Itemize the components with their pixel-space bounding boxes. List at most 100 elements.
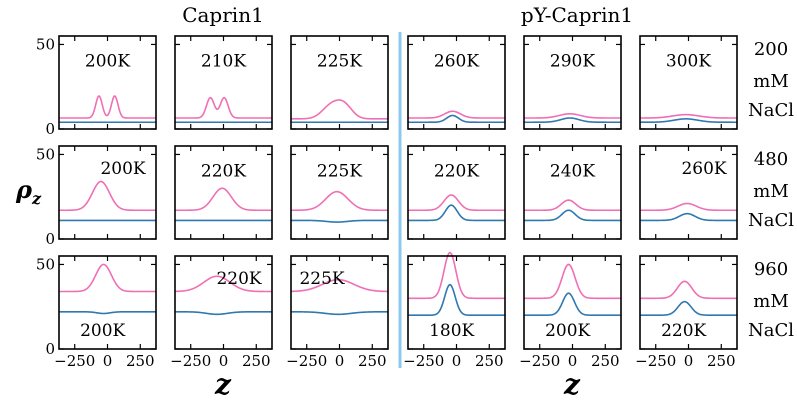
x-tick-label: 250	[242, 352, 271, 370]
x-tick-label: 250	[126, 352, 155, 370]
series-blue-line	[408, 114, 505, 124]
series-blue-line	[408, 283, 505, 316]
panel-r1-c0: 0 50 200K	[36, 145, 157, 248]
x-tick-label: −250	[519, 352, 560, 370]
salt-concentration: 200	[754, 39, 788, 60]
panel-r1-c3: 220K	[407, 145, 506, 240]
panel-frame	[523, 145, 622, 240]
x-tick-label: −250	[170, 352, 211, 370]
salt-name: NaCl	[748, 100, 794, 121]
panel-grid: 0 50 200K 210K 225K 260K 290K 300K 0 50 200K 220K 22…	[36, 35, 738, 370]
x-tick-label: 250	[475, 352, 504, 370]
x-tick-label: 250	[358, 352, 387, 370]
panel-r0-c0: 0 50 200K	[36, 35, 157, 138]
temperature-label: 220K	[434, 162, 479, 182]
series-pink-line	[59, 180, 156, 212]
temperature-label: 200K	[545, 321, 590, 341]
series-pink-line	[290, 278, 389, 293]
salt-label-row-1: 480 mM NaCl	[748, 149, 794, 231]
temperature-label: 200K	[100, 159, 145, 179]
temperature-label: 225K	[317, 162, 362, 182]
series-pink-line	[640, 202, 737, 212]
series-blue-line	[59, 311, 156, 315]
x-tick-label: 0	[219, 352, 229, 370]
series-pink-line	[59, 263, 156, 293]
series-pink-line	[174, 275, 272, 293]
x-axis-label-left: z	[214, 368, 232, 401]
series-pink-line	[59, 95, 156, 119]
temperature-label: 200K	[85, 52, 130, 72]
salt-label-row-2: 960 mM NaCl	[748, 259, 794, 341]
temperature-label: 220K	[661, 321, 706, 341]
series-pink-line	[291, 190, 388, 212]
x-tick-label: 0	[103, 352, 113, 370]
panel-r1-c2: 225K	[290, 145, 389, 240]
temperature-label: 240K	[550, 162, 595, 182]
temperature-label: 300K	[666, 52, 711, 72]
salt-unit: mM	[753, 291, 789, 312]
series-pink-line	[408, 251, 505, 300]
series-pink-line	[408, 110, 505, 119]
panel-frame	[407, 35, 506, 130]
x-tick-label: −250	[54, 352, 95, 370]
x-axis-label-right: z	[563, 368, 581, 401]
temperature-label: 220K	[201, 162, 246, 182]
series-blue-line	[175, 311, 272, 316]
salt-unit: mM	[753, 181, 789, 202]
y-axis-label-rho: ρ	[15, 175, 33, 204]
temperature-label: 260K	[681, 159, 726, 179]
temperature-label: 210K	[201, 52, 246, 72]
series-pink-line	[175, 96, 272, 119]
temperature-label: 225K	[317, 52, 362, 72]
y-tick-label: 0	[45, 230, 55, 248]
panel-frame	[174, 145, 273, 240]
salt-concentration: 960	[754, 259, 788, 280]
x-tick-label: −250	[635, 352, 676, 370]
y-tick-label: 0	[45, 340, 55, 358]
x-tick-label: 0	[684, 352, 694, 370]
y-tick-label: 50	[36, 35, 55, 53]
panel-r1-c5: 260K	[639, 145, 738, 240]
temperature-label: 225K	[299, 269, 344, 289]
salt-labels: 200 mM NaCl 480 mM NaCl 960 mM NaCl	[748, 39, 794, 341]
temperature-label: 220K	[216, 269, 261, 289]
salt-name: NaCl	[748, 210, 794, 231]
y-axis-label-subscript: z	[31, 189, 42, 208]
series-blue-line	[524, 292, 621, 316]
series-pink-line	[291, 99, 388, 120]
series-blue-line	[291, 311, 388, 316]
series-pink-line	[524, 112, 621, 119]
temperature-label: 260K	[434, 52, 479, 72]
panel-frame	[290, 35, 389, 130]
panel-frame	[174, 35, 273, 130]
series-blue-line	[408, 204, 505, 222]
temperature-label: 290K	[550, 52, 595, 72]
temperature-label: 180K	[429, 321, 474, 341]
salt-name: NaCl	[748, 320, 794, 341]
series-pink-line	[524, 263, 621, 300]
y-tick-label: 50	[36, 255, 55, 273]
column-header-caprin1: Caprin1	[182, 3, 264, 27]
panel-r2-c1: −250 0 250 220K	[170, 255, 273, 370]
panel-frame	[523, 35, 622, 130]
y-axis-label: ρz	[15, 175, 42, 208]
panel-r0-c3: 260K	[407, 35, 506, 130]
panel-r1-c1: 220K	[174, 145, 273, 240]
series-blue-line	[524, 209, 621, 222]
column-header-py-caprin1: pY-Caprin1	[521, 3, 633, 27]
x-tick-label: 250	[707, 352, 736, 370]
y-tick-label: 50	[36, 145, 55, 163]
series-blue-line	[640, 212, 737, 222]
salt-unit: mM	[753, 71, 789, 92]
series-blue-line	[291, 219, 388, 223]
series-pink-line	[640, 113, 737, 119]
salt-label-row-0: 200 mM NaCl	[748, 39, 794, 121]
series-pink-line	[524, 199, 621, 212]
y-tick-label: 0	[45, 120, 55, 138]
series-blue-line	[640, 300, 737, 316]
panel-r2-c2: −250 0 250 225K	[286, 255, 389, 370]
x-tick-label: −250	[403, 352, 444, 370]
